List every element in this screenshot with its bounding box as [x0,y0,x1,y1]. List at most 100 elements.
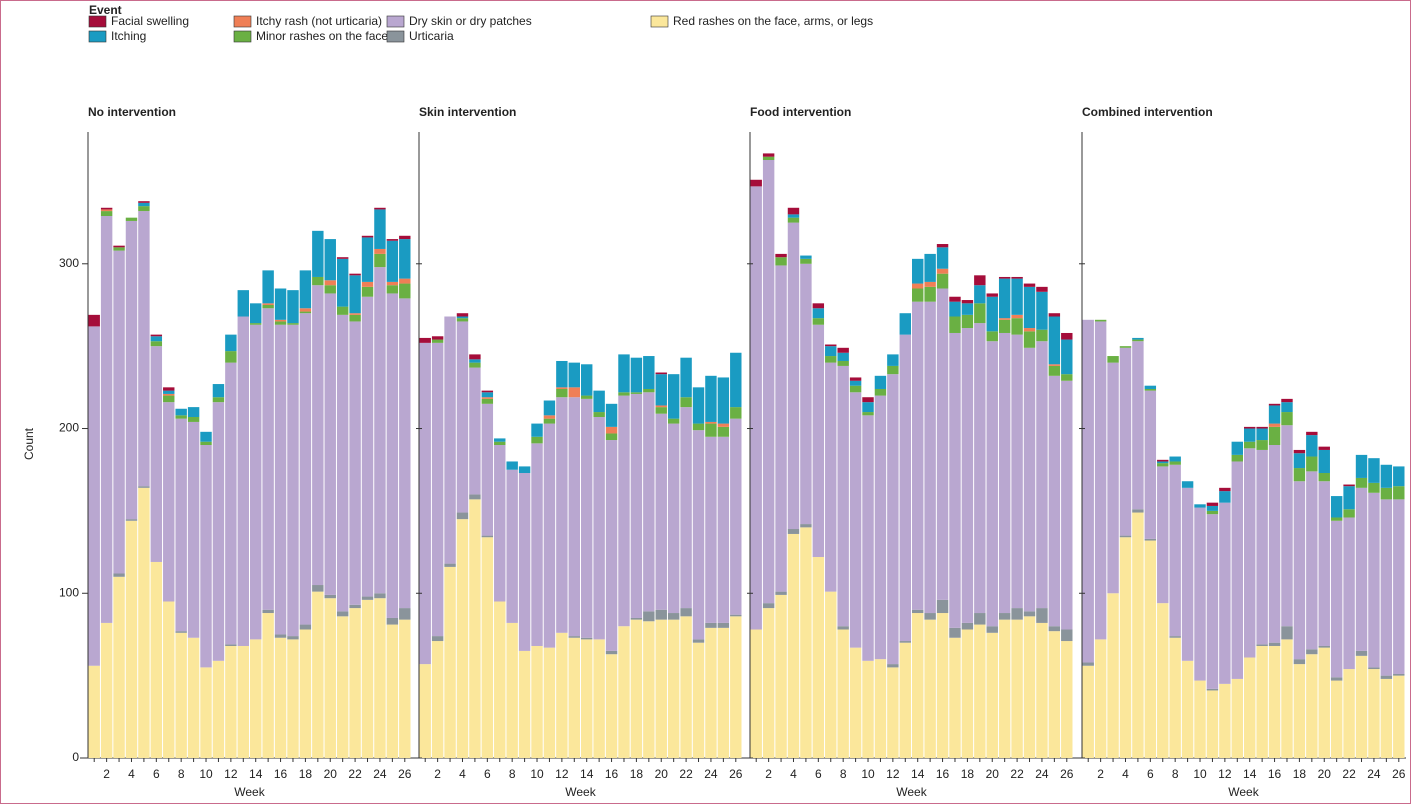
bar-segment [899,641,911,643]
bar-segment [1011,608,1023,620]
bar-segment [1393,466,1405,487]
x-tick-label: 10 [1193,767,1207,781]
bar-segment [349,314,361,322]
bar-segment [361,235,374,238]
x-tick-label: 12 [555,767,569,781]
bar-segment [1380,499,1393,676]
bar-segment [1181,660,1194,758]
bar-segment [705,421,717,424]
bar-segment [386,293,399,618]
bar-segment [874,395,887,660]
bar-segment [568,636,580,638]
bar-segment [299,308,312,312]
bar-segment [1157,463,1169,467]
bar-segment [1219,502,1231,684]
bar-segment [262,304,274,309]
bar-segment [287,324,299,637]
bar-segment [1393,486,1405,500]
bar-segment [481,397,494,399]
bar-segment [274,321,287,325]
bar-segment [336,258,349,307]
bar-segment [705,423,717,437]
y-tick-label: 300 [59,256,79,270]
bar-segment [630,392,643,394]
legend-swatch [88,30,107,43]
bar-segment [899,334,911,642]
x-tick-label: 26 [1392,767,1406,781]
bar-segment [787,533,800,758]
bar-segment [1023,616,1036,758]
bar-segment [1306,456,1318,472]
bar-segment [949,301,961,317]
x-tick-label: 22 [679,767,693,781]
bar-segment [998,278,1011,319]
bar-segment [1169,456,1181,462]
bar-segment [444,566,456,758]
bar-segment [949,332,961,628]
legend-swatch [233,30,252,43]
bar-segment [680,407,692,609]
bar-segment [494,441,506,445]
bar-segment [299,624,312,630]
x-tick-label: 2 [434,767,441,781]
bar-segment [494,601,506,758]
bar-segment [1293,481,1306,660]
bar-segment [936,247,949,269]
bar-segment [667,613,680,620]
x-tick-label: 6 [815,767,822,781]
bar-segment [212,660,225,758]
legend-label: Red rashes on the face, arms, or legs [673,14,873,28]
bar-segment [887,664,899,668]
bar-segment [581,398,593,638]
bar-segment [1169,636,1181,638]
bar-segment [924,613,936,620]
bar-segment [568,362,580,388]
bar-segment [812,318,825,325]
bar-segment [531,645,543,758]
bar-segment [163,390,175,394]
bar-segment [1206,502,1219,506]
bar-segment [312,591,324,758]
bar-segment [1107,356,1119,363]
bar-segment [100,211,113,217]
bar-segment [1306,431,1318,436]
bar-segment [1330,680,1343,758]
bar-segment [581,637,593,640]
bar-segment [787,217,800,223]
bar-segment [630,617,643,620]
bar-segment [1061,374,1073,381]
bar-segment [974,303,986,324]
x-tick-label: 14 [911,767,925,781]
bar-segment [655,374,667,406]
bar-segment [125,220,138,520]
bar-segment [175,631,187,633]
bar-segment [349,273,361,276]
bar-segment [593,639,605,758]
bar-segment [655,372,667,375]
bar-segment [924,301,936,614]
bar-segment [386,281,399,286]
bar-segment [374,209,386,249]
bar-segment [936,599,949,614]
bar-segment [200,441,212,445]
bar-segment [1119,537,1132,758]
bar-segment [837,347,849,353]
bar-segment [431,636,444,642]
bar-segment [125,217,138,221]
bar-segment [274,288,287,320]
bar-segment [399,239,411,279]
bar-segment [444,316,456,564]
x-tick-label: 18 [961,767,975,781]
bar-segment [386,624,399,758]
bar-segment [1036,341,1048,609]
x-tick-label: 4 [790,767,797,781]
bar-segment [287,636,299,640]
bar-segment [750,629,762,758]
bar-segment [556,632,568,758]
bar-segment [1048,316,1061,365]
bar-segment [680,616,692,758]
bar-segment [618,395,630,627]
bar-segment [605,654,618,758]
bar-segment [374,598,386,758]
